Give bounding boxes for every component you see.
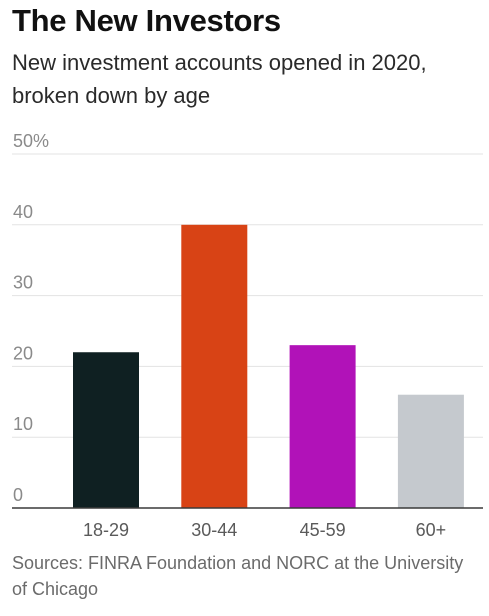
chart-title: The New Investors: [12, 3, 281, 38]
y-tick-label: 40: [13, 202, 33, 222]
bar-18-29: [73, 352, 139, 508]
y-tick-label: 30: [13, 273, 33, 293]
bar-45-59: [289, 345, 356, 508]
x-tick-label: 30-44: [191, 520, 237, 540]
source-note: Sources: FINRA Foundation and NORC at th…: [12, 553, 464, 599]
x-tick-label: 60+: [416, 520, 447, 540]
bars: [73, 224, 464, 509]
bar-chart: 0 10 20 30 40 50% 18-29 30-44 45-59 60+: [12, 131, 483, 540]
x-tick-label: 18-29: [83, 520, 129, 540]
x-axis-tick-labels: 18-29 30-44 45-59 60+: [83, 520, 446, 540]
y-tick-label: 10: [13, 414, 33, 434]
y-tick-label: 50%: [13, 131, 49, 151]
chart-subtitle: New investment accounts opened in 2020, …: [12, 50, 427, 108]
x-tick-label: 45-59: [300, 520, 346, 540]
y-axis-tick-labels: 0 10 20 30 40 50%: [13, 131, 49, 505]
y-tick-label: 20: [13, 343, 33, 363]
bar-60+: [397, 394, 464, 508]
y-tick-label: 0: [13, 485, 23, 505]
bar-30-44: [181, 224, 248, 509]
